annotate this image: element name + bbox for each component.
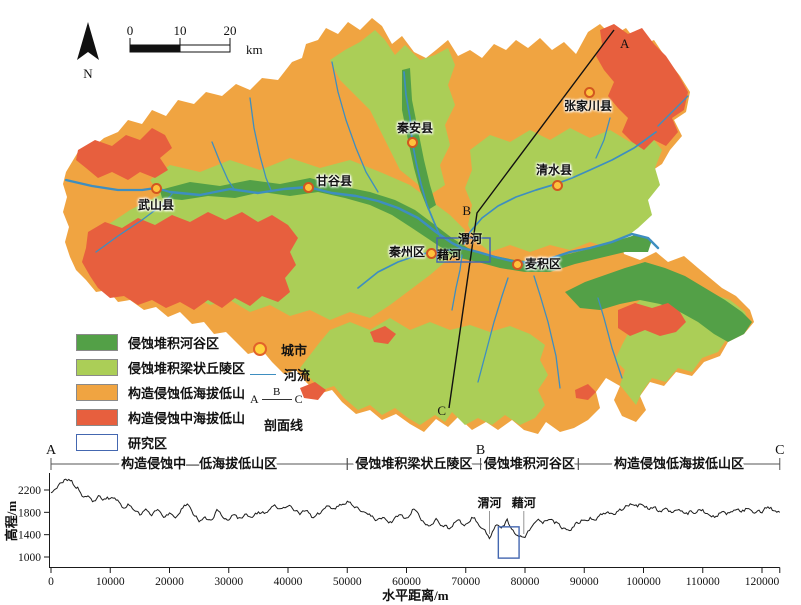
profile-line-symbol: A B C bbox=[250, 386, 303, 407]
legend-row-mid-mountain: 构造侵蚀中海拔低山 bbox=[76, 408, 245, 426]
y-tick-label: 1000 bbox=[18, 552, 41, 564]
x-axis-title: 水平距离/m bbox=[382, 588, 449, 603]
zone-label: 侵蚀堆积河谷区 bbox=[483, 456, 575, 471]
city-label: 张家川县 bbox=[564, 99, 613, 113]
city-dot bbox=[151, 183, 162, 194]
city-dot bbox=[426, 248, 437, 259]
x-tick-label: 10000 bbox=[96, 576, 125, 588]
legend-row-hills: 侵蚀堆积梁状丘陵区 bbox=[76, 358, 245, 376]
city-label: 秦安县 bbox=[397, 121, 434, 135]
y-tick-label: 2200 bbox=[18, 485, 41, 497]
map-jihe-label: 藉河 bbox=[437, 248, 462, 262]
section-marker-A: A bbox=[46, 443, 57, 458]
legend-row-city: 城市 bbox=[250, 340, 310, 358]
symbol-b: B bbox=[273, 385, 281, 398]
legend-label: 城市 bbox=[281, 342, 308, 358]
profile-point-b-label: B bbox=[462, 203, 471, 218]
profile-point-c-label: C bbox=[437, 403, 446, 418]
y-axis-title: 高程/m bbox=[4, 501, 19, 542]
river-annotation: 渭河 bbox=[477, 495, 501, 510]
section-marker-C: C bbox=[775, 443, 784, 458]
city-dot bbox=[407, 137, 418, 148]
city-label: 武山县 bbox=[138, 198, 175, 212]
zone-label: 构造侵蚀中—低海拔低山区 bbox=[121, 456, 277, 471]
city-dot bbox=[512, 259, 523, 270]
profile-line-caption: 剖面线 bbox=[264, 418, 304, 433]
scale-bar: 0 10 20 km bbox=[127, 23, 263, 57]
x-tick-label: 50000 bbox=[333, 576, 362, 588]
low-mountain-swatch bbox=[76, 383, 118, 401]
scale-unit: km bbox=[246, 42, 263, 57]
scale-10: 10 bbox=[174, 23, 187, 38]
north-arrow-label: N bbox=[83, 66, 93, 81]
elevation-profile-chart: 1000 1400 1800 2200 0 10000 20000 30000 40000 500… bbox=[4, 443, 784, 603]
city-label: 甘谷县 bbox=[316, 174, 353, 188]
mid-mountain-swatch bbox=[76, 408, 118, 426]
symbol-a: A bbox=[250, 391, 259, 406]
city-dot bbox=[584, 87, 595, 98]
geomorphology-map: A B C N 0 10 20 km bbox=[63, 18, 754, 434]
scale-20: 20 bbox=[224, 23, 237, 38]
scale-0: 0 bbox=[127, 23, 134, 38]
x-tick-label: 40000 bbox=[274, 576, 303, 588]
x-tick-label: 0 bbox=[48, 576, 54, 588]
river-symbol-icon bbox=[250, 373, 276, 375]
profile-section-line bbox=[448, 29, 615, 409]
x-tick-label: 30000 bbox=[214, 576, 243, 588]
y-tick-label: 1800 bbox=[18, 507, 41, 519]
x-tick-label: 20000 bbox=[155, 576, 184, 588]
symbol-c: C bbox=[294, 391, 303, 406]
legend-label: 侵蚀堆积河谷区 bbox=[128, 335, 220, 351]
map-weihe-label: 渭河 bbox=[458, 232, 483, 246]
legend-row-low-mountain: 构造侵蚀低海拔低山 bbox=[76, 383, 245, 401]
x-tick-label: 120000 bbox=[745, 576, 780, 588]
valley-dark-green-patches bbox=[160, 68, 752, 342]
legend-label: 构造侵蚀低海拔低山 bbox=[128, 385, 246, 401]
y-tick-label: 1400 bbox=[18, 530, 41, 542]
legend-row-profile-line: A B C bbox=[250, 386, 310, 408]
elevation-profile-line bbox=[50, 478, 781, 540]
river-annotation: 藉河 bbox=[511, 495, 536, 510]
city-label: 秦州区 bbox=[389, 245, 426, 259]
section-marker-B: B bbox=[476, 443, 485, 458]
legend-label: 河流 bbox=[284, 367, 311, 383]
legend-label: 构造侵蚀中海拔低山 bbox=[128, 410, 246, 426]
city-label: 清水县 bbox=[536, 163, 573, 177]
zone-label: 构造侵蚀低海拔低山区 bbox=[614, 456, 744, 471]
zone-label: 侵蚀堆积梁状丘陵区 bbox=[354, 456, 472, 471]
city-symbol-icon bbox=[253, 342, 267, 356]
x-tick-label: 70000 bbox=[451, 576, 480, 588]
legend-label: 研究区 bbox=[128, 435, 168, 451]
profile-line-glyph: B bbox=[261, 386, 292, 400]
hills-swatch bbox=[76, 358, 118, 376]
x-tick-label: 100000 bbox=[626, 576, 661, 588]
city-dot bbox=[552, 180, 563, 191]
study-area-rectangle bbox=[436, 237, 491, 263]
city-dot bbox=[303, 182, 314, 193]
legend-row-study-area: 研究区 bbox=[76, 433, 245, 451]
legend-row-valley: 侵蚀堆积河谷区 bbox=[76, 333, 245, 351]
north-arrow: N bbox=[77, 22, 99, 81]
study-area-rect bbox=[497, 526, 520, 559]
x-tick-label: 90000 bbox=[570, 576, 599, 588]
valley-swatch bbox=[76, 333, 118, 351]
x-tick-label: 110000 bbox=[686, 576, 720, 588]
x-tick-label: 60000 bbox=[392, 576, 421, 588]
x-tick-label: 80000 bbox=[511, 576, 540, 588]
legend-row-river: 河流 bbox=[250, 365, 310, 383]
study-area-swatch bbox=[76, 433, 118, 451]
profile-point-a-label: A bbox=[620, 36, 630, 51]
legend-area-classes: 侵蚀堆积河谷区 侵蚀堆积梁状丘陵区 构造侵蚀低海拔低山 构造侵蚀中海拔低山 研究… bbox=[76, 333, 245, 458]
city-label: 麦积区 bbox=[525, 257, 562, 271]
legend-label: 侵蚀堆积梁状丘陵区 bbox=[128, 360, 246, 376]
legend-symbols: 城市 河流 A B C 剖面线 bbox=[250, 340, 310, 434]
